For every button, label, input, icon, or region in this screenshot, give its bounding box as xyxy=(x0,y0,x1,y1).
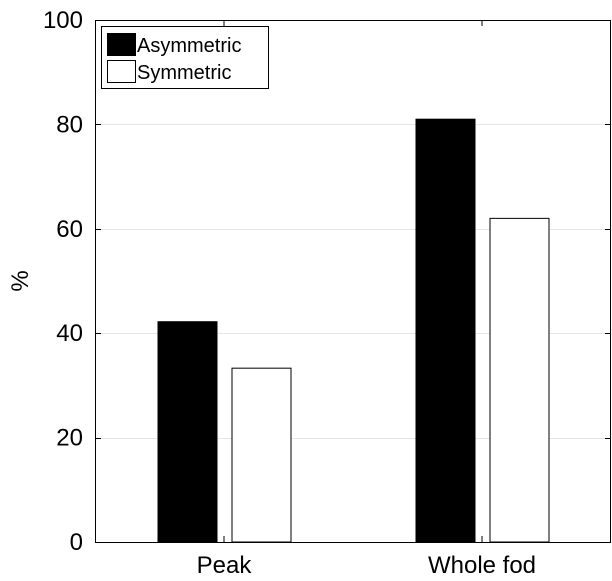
axis-ticks: 0 20 40 60 80 100 xyxy=(43,7,611,556)
bar-symmetric-whole-fod xyxy=(489,217,550,543)
x-category-label: Whole fod xyxy=(428,552,536,579)
y-tick-label: 40 xyxy=(56,320,83,347)
bar-asymmetric-whole-fod xyxy=(415,118,476,543)
legend: Asymmetric Symmetric xyxy=(101,26,269,89)
y-tick-label: 0 xyxy=(70,529,83,556)
bar-asymmetric-peak xyxy=(157,321,218,543)
y-tick-label: 80 xyxy=(56,111,83,138)
legend-label-asymmetric: Asymmetric xyxy=(137,35,241,57)
legend-swatch-symmetric xyxy=(107,60,136,83)
y-tick-label: 100 xyxy=(43,7,83,34)
bars xyxy=(157,118,550,543)
bar-symmetric-peak xyxy=(231,367,292,543)
legend-swatch-asymmetric xyxy=(107,33,136,56)
y-axis-label: % xyxy=(7,270,34,291)
plot-frame xyxy=(95,20,611,543)
legend-label-symmetric: Symmetric xyxy=(137,62,231,84)
category-labels: Peak Whole fod xyxy=(197,552,536,579)
x-category-label: Peak xyxy=(197,552,253,579)
y-tick-label: 60 xyxy=(56,216,83,243)
y-tick-label: 20 xyxy=(56,425,83,452)
